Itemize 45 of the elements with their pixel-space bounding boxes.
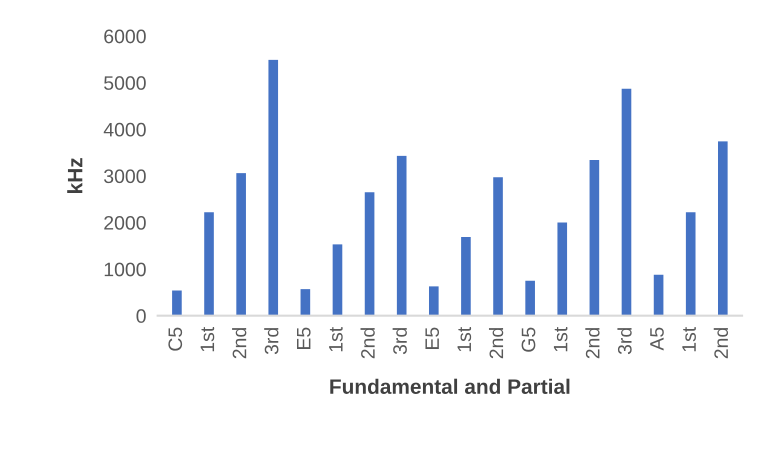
x-tick-label: 2nd bbox=[360, 328, 375, 358]
bar bbox=[718, 141, 728, 316]
bar bbox=[268, 60, 278, 316]
x-tick-label: 1st bbox=[200, 326, 214, 352]
x-tick-label: C5 bbox=[168, 328, 182, 351]
x-tick-label: E5 bbox=[425, 328, 440, 349]
x-axis-title: Fundamental and Partial bbox=[330, 378, 570, 394]
x-tick-label: 1st bbox=[554, 326, 568, 352]
y-axis-title: kHz bbox=[67, 158, 82, 193]
bar bbox=[172, 290, 182, 316]
bar bbox=[364, 192, 374, 316]
bar bbox=[525, 280, 535, 316]
x-tick-label: 3rd bbox=[264, 328, 278, 354]
y-tick-label: 0 bbox=[136, 309, 146, 323]
bar bbox=[461, 236, 471, 316]
x-tick-label: G5 bbox=[522, 328, 536, 352]
y-tick-label: 6000 bbox=[104, 30, 146, 44]
x-tick-label: A5 bbox=[650, 328, 664, 351]
bar bbox=[686, 212, 696, 316]
x-tick-label: 1st bbox=[458, 326, 472, 352]
x-tick-label: 3rd bbox=[392, 328, 407, 354]
x-tick-label: 2nd bbox=[714, 328, 728, 358]
bar bbox=[557, 222, 568, 316]
y-tick-label: 4000 bbox=[104, 122, 146, 137]
x-tick-label: 1st bbox=[682, 326, 696, 352]
bar bbox=[654, 274, 664, 316]
x-tick-label: 3rd bbox=[617, 328, 632, 354]
y-tick-label: 2000 bbox=[104, 216, 146, 230]
bar bbox=[332, 244, 342, 316]
x-tick-label: 2nd bbox=[585, 328, 600, 358]
x-tick-label: 2nd bbox=[232, 328, 246, 358]
bar bbox=[396, 156, 407, 316]
y-tick-label: 1000 bbox=[104, 262, 146, 276]
bar bbox=[590, 160, 600, 316]
bar bbox=[204, 212, 214, 316]
y-tick-label: 3000 bbox=[104, 169, 146, 184]
x-tick-label: 2nd bbox=[488, 328, 504, 358]
y-tick-label: 5000 bbox=[104, 76, 146, 90]
bar bbox=[493, 177, 503, 316]
bar bbox=[428, 286, 439, 316]
bar bbox=[300, 289, 310, 316]
x-tick-label: E5 bbox=[297, 328, 311, 349]
x-tick-label: 1st bbox=[329, 326, 343, 352]
bar bbox=[236, 173, 246, 316]
bar bbox=[622, 88, 632, 316]
